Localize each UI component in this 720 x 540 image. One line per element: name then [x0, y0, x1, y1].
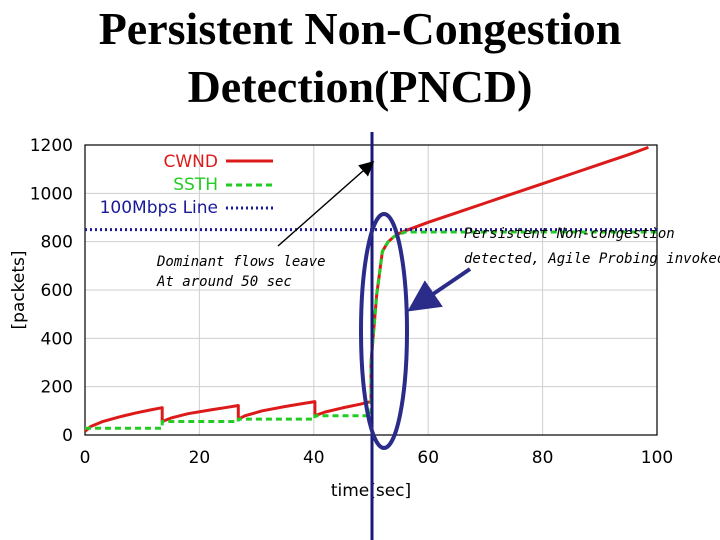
annotation-arrow-pncd — [407, 267, 472, 312]
y-tick-label: 200 — [41, 378, 73, 398]
annotation-pncd-line1: Persistent Non-congestion — [464, 226, 675, 242]
slide-title: Persistent Non-Congestion Detection(PNCD… — [0, 0, 720, 116]
legend-label-cwnd: CWND — [164, 152, 219, 172]
y-tick-label: 0 — [62, 426, 73, 446]
x-tick-label: 100 — [641, 448, 673, 468]
y-tick-label: 400 — [41, 329, 73, 349]
x-tick-label: 80 — [532, 448, 554, 468]
y-tick-label: 600 — [41, 281, 73, 301]
y-tick-label: 800 — [41, 233, 73, 253]
legend: CWND SSTH 100Mbps Line — [100, 152, 273, 218]
transition-highlight-ellipse — [359, 212, 409, 450]
y-tick-label: 1200 — [30, 136, 73, 156]
annotation-dominant-flows-line2: At around 50 sec — [156, 274, 292, 290]
legend-label-100mbps: 100Mbps Line — [100, 198, 218, 218]
slide-title-line2: Detection(PNCD) — [187, 61, 533, 112]
legend-label-ssth: SSTH — [173, 175, 218, 195]
annotation-pncd-line2: detected, Agile Probing invoked — [464, 251, 720, 267]
x-tick-labels: 0 20 40 60 80 100 — [80, 448, 674, 468]
slide-title-line1: Persistent Non-Congestion — [98, 3, 622, 54]
y-axis-label: [packets] — [9, 250, 29, 329]
y-tick-label: 1000 — [30, 184, 73, 204]
series-line-cwnd — [84, 145, 649, 433]
x-tick-label: 60 — [417, 448, 439, 468]
annotation-dominant-flows-line1: Dominant flows leave — [156, 254, 326, 270]
x-tick-label: 0 — [80, 448, 91, 468]
series-line-ssth — [85, 230, 657, 430]
annotation-arrow-dominant-flows — [277, 161, 375, 247]
x-tick-label: 20 — [189, 448, 211, 468]
y-tick-labels: 0 200 400 600 800 1000 1200 — [30, 136, 73, 446]
x-tick-label: 40 — [303, 448, 325, 468]
